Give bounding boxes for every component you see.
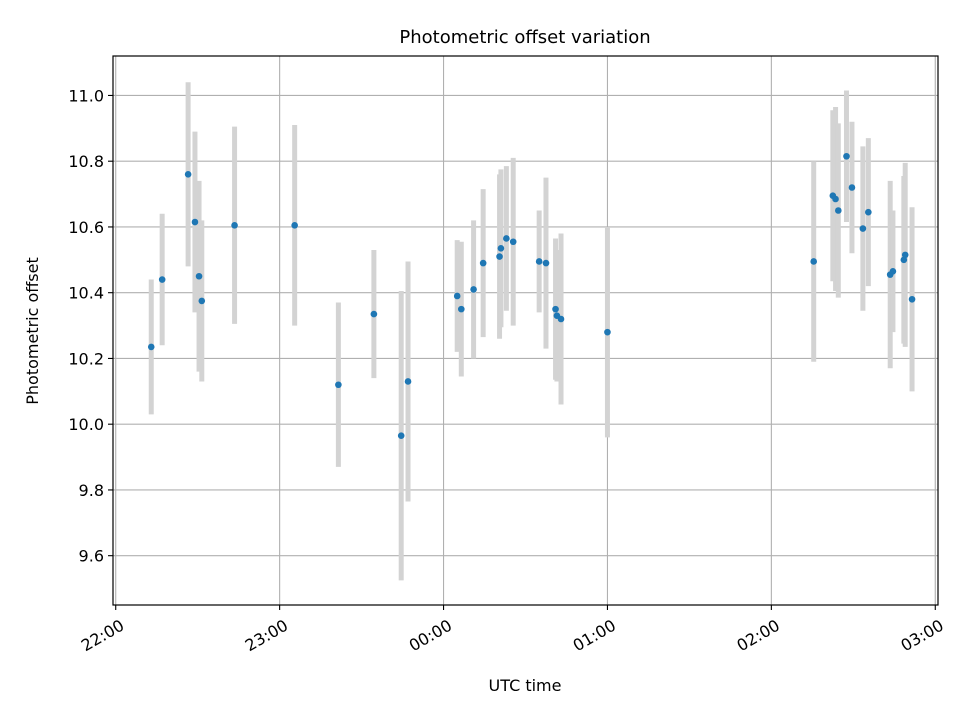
data-point [908,295,916,303]
data-point [509,238,517,246]
data-point [191,218,199,226]
plot-area-frame [112,55,939,606]
y-tick-label: 10.0 [68,415,104,434]
data-point [859,225,867,232]
chart-title: Photometric offset variation [399,27,650,48]
data-point [470,286,477,293]
data-point [195,272,203,280]
data-point [404,378,412,385]
data-point [557,315,565,323]
data-point [458,305,465,313]
y-axis-ticks: 9.6 9.8 10.0 10.2 10.4 10.6 10.8 11.0 [68,86,113,566]
data-point [503,235,510,242]
data-point [184,171,192,178]
data-point [901,251,909,259]
y-tick-label: 10.6 [68,218,104,237]
data-point [834,207,842,214]
data-point [496,253,503,260]
data-point [335,381,342,389]
data-point [865,208,872,216]
data-point [497,245,505,252]
y-tick-label: 10.2 [68,349,104,368]
grid-lines [113,56,938,605]
y-tick-label: 9.6 [79,547,104,566]
data-point [231,222,238,229]
data-point [889,268,897,275]
data-point [535,258,543,265]
data-point [479,259,487,267]
x-axis-label: UTC time [489,676,562,695]
y-tick-label: 11.0 [68,86,104,105]
data-point [370,310,378,318]
data-point [291,222,298,229]
data-point [604,328,611,336]
data-point [810,258,818,265]
data-point [198,297,206,305]
y-axis-label: Photometric offset [23,257,42,405]
data-point [848,184,856,191]
data-point [832,195,839,203]
data-point [453,292,461,300]
y-tick-label: 10.4 [68,284,104,303]
y-tick-label: 10.8 [68,152,104,171]
data-point [542,259,550,267]
data-point [158,276,166,283]
data-point [147,343,155,351]
y-tick-label: 9.8 [79,481,104,500]
data-point [397,432,405,439]
data-point [843,152,850,160]
data-points [147,152,916,439]
data-point [552,305,559,313]
